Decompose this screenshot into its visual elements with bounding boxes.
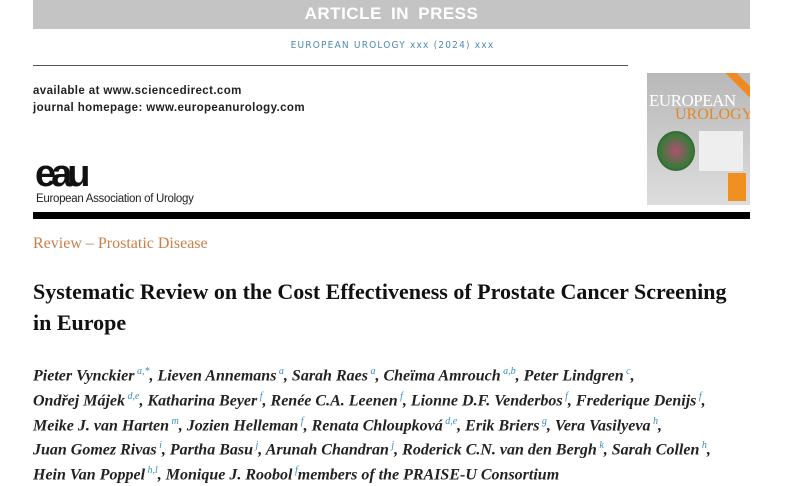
author-name: Lionne D.F. Venderbos	[410, 392, 563, 410]
author-name: Jozien Helleman	[186, 416, 299, 434]
journal-cover-image: EUROPEAN UROLOGY	[647, 73, 750, 205]
author-line: Juan Gomez Rivas i, Partha Basu j, Aruna…	[33, 440, 711, 459]
affiliation-link[interactable]: f	[397, 390, 403, 402]
affiliation-link[interactable]: j	[388, 440, 395, 452]
affiliation-link[interactable]: m	[169, 415, 179, 427]
affiliation-link[interactable]: a,b	[500, 366, 516, 377]
affiliation-link[interactable]: c	[623, 366, 631, 377]
affiliation-link[interactable]: i	[156, 440, 162, 452]
affiliation-link[interactable]: j	[253, 440, 259, 452]
author-name: Renée C.A. Leenen	[270, 392, 398, 410]
affiliation-link[interactable]: f	[298, 415, 304, 427]
affiliation-link[interactable]: d,e	[442, 415, 458, 427]
author-name: Ondřej Májek	[33, 392, 125, 410]
author-name: Sarah Collen	[611, 441, 700, 459]
affiliation-link[interactable]: d,e	[125, 390, 140, 402]
eau-logo: eau	[35, 153, 91, 195]
cover-subtitle: UROLOGY	[675, 106, 750, 123]
author-name: Renata Chloupková	[311, 416, 443, 434]
cover-title: EUROPEAN	[649, 91, 736, 110]
author-line: Meike J. van Harten m, Jozien Helleman f…	[33, 415, 662, 434]
author-line: Pieter Vynckier a,*, Lieven Annemans a, …	[33, 366, 635, 385]
author-name: Arunah Chandran	[265, 441, 389, 459]
affiliation-link[interactable]: f	[562, 390, 568, 402]
author-list: Pieter Vynckier a,*, Lieven Annemans a, …	[33, 362, 773, 486]
author-name: Lieven Annemans	[157, 367, 277, 385]
affiliation-link[interactable]: f	[257, 390, 263, 402]
affiliation-link[interactable]: h	[699, 440, 707, 452]
affiliation-link[interactable]: a,*	[134, 366, 150, 377]
article-in-press-banner: ARTICLE IN PRESS	[33, 0, 750, 29]
sciencedirect-link[interactable]: available at www.sciencedirect.com	[33, 85, 242, 97]
author-name: Peter Lindgren	[523, 367, 624, 385]
consortium: members of the PRAISE-U Consortium	[297, 466, 560, 484]
affiliation-link[interactable]: h	[650, 415, 658, 427]
author-line: Hein Van Poppel h,l, Monique J. Roobol f…	[33, 465, 560, 484]
affiliation-link[interactable]: f	[292, 465, 298, 477]
affiliation-link[interactable]: k	[596, 440, 604, 452]
author-name: Pieter Vynckier	[33, 367, 135, 385]
affiliation-link[interactable]: a	[276, 366, 284, 377]
header-bar	[33, 212, 750, 219]
journal-homepage-link[interactable]: journal homepage: www.europeanurology.co…	[33, 102, 305, 114]
affiliation-link[interactable]: f	[696, 390, 702, 402]
author-name: Monique J. Roobol	[165, 466, 293, 484]
author-name: Vera Vasilyeva	[554, 416, 651, 434]
author-line: Ondřej Májek d,e, Katharina Beyer f, Ren…	[33, 390, 706, 410]
divider	[33, 65, 628, 66]
affiliation-link[interactable]: h,l	[145, 465, 158, 477]
eau-logo-text: European Association of Urology	[36, 193, 194, 205]
author-name: Cheïma Amrouch	[383, 367, 501, 385]
article-section: Review – Prostatic Disease	[33, 235, 208, 252]
journal-line: EUROPEAN UROLOGY xxx (2024) xxx	[290, 40, 495, 51]
author-name: Sarah Raes	[291, 367, 368, 385]
author-name: Katharina Beyer	[147, 392, 258, 410]
author-name: Roderick C.N. van den Bergh	[402, 441, 597, 459]
author-name: Frederique Denijs	[575, 392, 697, 410]
author-name: Meike J. van Harten	[33, 416, 169, 434]
author-name: Erik Briers	[465, 416, 540, 434]
article-title: Systematic Review on the Cost Effectiven…	[33, 279, 727, 335]
author-name: Partha Basu	[169, 441, 253, 459]
author-name: Juan Gomez Rivas	[33, 441, 157, 459]
author-name: Hein Van Poppel	[33, 466, 146, 484]
affiliation-link[interactable]: a	[367, 366, 376, 377]
affiliation-link[interactable]: g	[539, 415, 547, 427]
